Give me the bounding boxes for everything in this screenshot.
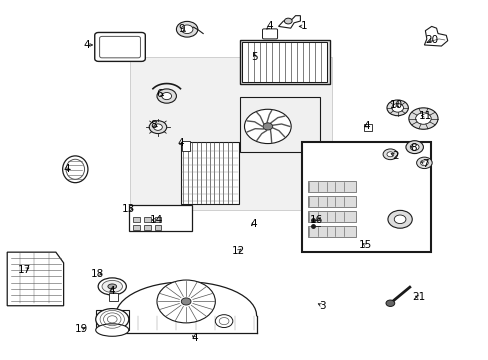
Text: 2: 2	[391, 151, 398, 161]
Bar	[307, 181, 356, 192]
Ellipse shape	[96, 324, 128, 336]
Bar	[307, 196, 356, 207]
Circle shape	[386, 100, 407, 116]
Bar	[307, 226, 356, 237]
Circle shape	[162, 93, 171, 100]
Circle shape	[416, 157, 431, 168]
Text: 4: 4	[83, 40, 90, 50]
Circle shape	[387, 210, 411, 228]
Circle shape	[181, 25, 193, 33]
Ellipse shape	[62, 156, 88, 183]
Bar	[143, 225, 150, 230]
Bar	[181, 142, 238, 204]
Circle shape	[382, 149, 397, 159]
Text: 20: 20	[424, 35, 437, 45]
Bar	[307, 211, 356, 222]
Text: 8: 8	[149, 120, 156, 130]
Circle shape	[153, 124, 162, 130]
Text: 4: 4	[363, 121, 369, 131]
Bar	[143, 217, 150, 222]
Polygon shape	[7, 252, 63, 306]
Text: 18: 18	[91, 269, 104, 279]
Circle shape	[415, 113, 430, 124]
Text: 13: 13	[122, 204, 135, 214]
Bar	[239, 97, 319, 152]
Text: 8: 8	[409, 143, 416, 153]
Bar	[363, 123, 372, 131]
Ellipse shape	[98, 278, 126, 295]
Bar	[239, 40, 329, 84]
Text: 7: 7	[421, 159, 428, 169]
Circle shape	[385, 300, 394, 306]
Ellipse shape	[96, 309, 128, 330]
Text: 17: 17	[18, 265, 31, 275]
Ellipse shape	[108, 284, 116, 289]
Polygon shape	[424, 26, 447, 46]
Text: 4: 4	[177, 138, 183, 148]
Bar	[128, 205, 192, 231]
Text: 4: 4	[249, 219, 256, 229]
FancyBboxPatch shape	[95, 32, 145, 62]
Bar	[133, 225, 140, 230]
Ellipse shape	[66, 159, 84, 179]
FancyBboxPatch shape	[262, 29, 277, 39]
Bar	[154, 225, 161, 230]
Circle shape	[420, 160, 427, 166]
Text: 9: 9	[178, 24, 184, 34]
Bar	[130, 57, 331, 210]
Circle shape	[263, 123, 272, 130]
Text: 4: 4	[266, 21, 272, 31]
Circle shape	[393, 215, 405, 224]
Circle shape	[215, 315, 232, 328]
Text: 6: 6	[156, 89, 163, 99]
Text: 10: 10	[389, 100, 402, 110]
FancyBboxPatch shape	[100, 36, 140, 58]
Circle shape	[409, 144, 418, 150]
Circle shape	[219, 318, 228, 325]
Ellipse shape	[102, 280, 122, 293]
Text: 11: 11	[418, 111, 431, 121]
Circle shape	[408, 108, 437, 129]
Bar	[242, 42, 326, 82]
Polygon shape	[278, 16, 300, 28]
Text: 4: 4	[191, 333, 198, 343]
Text: 1: 1	[300, 21, 306, 31]
Text: 16: 16	[309, 215, 323, 225]
Text: 4: 4	[63, 164, 70, 174]
Circle shape	[244, 109, 290, 144]
Circle shape	[284, 18, 291, 24]
Bar	[133, 217, 140, 222]
Text: 21: 21	[411, 292, 425, 302]
Text: 5: 5	[251, 52, 258, 62]
Text: 3: 3	[318, 301, 325, 311]
Text: 15: 15	[358, 240, 371, 250]
Text: 19: 19	[75, 324, 88, 334]
Circle shape	[386, 152, 393, 157]
Circle shape	[176, 21, 198, 37]
Circle shape	[157, 89, 176, 103]
Text: 12: 12	[232, 246, 245, 256]
Circle shape	[391, 104, 403, 112]
Text: 4: 4	[109, 287, 115, 296]
Circle shape	[181, 298, 191, 305]
Bar	[301, 142, 430, 252]
Circle shape	[149, 121, 166, 134]
Bar	[154, 217, 161, 222]
Text: 14: 14	[149, 215, 163, 225]
Bar	[96, 310, 128, 330]
Bar	[109, 293, 118, 301]
Circle shape	[405, 141, 423, 154]
Circle shape	[157, 280, 215, 323]
Bar	[182, 141, 190, 151]
